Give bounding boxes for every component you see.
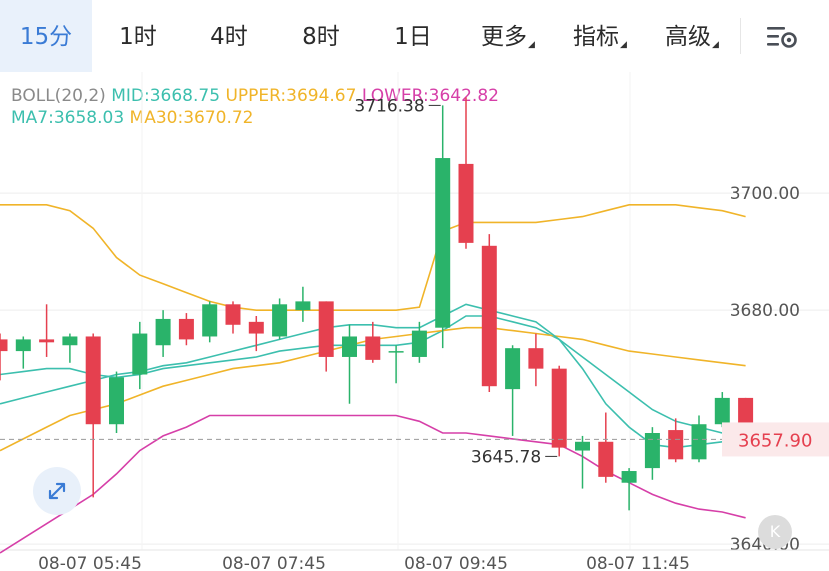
tab-label: 4时: [210, 24, 248, 50]
tab-label: 高级: [665, 24, 711, 50]
candle-body-up: [295, 301, 311, 311]
k-logo-watermark: K: [758, 515, 792, 549]
candle-body-up: [505, 348, 521, 390]
x-tick-label: 08-07 05:45: [38, 554, 142, 571]
timeframe-tab-bar: 15分 1时 4时 8时 1日 更多 ◢ 指标 ◢ 高级 ◢: [0, 0, 829, 72]
candle-body-up: [272, 304, 288, 337]
x-tick-label: 08-07 07:45: [222, 554, 326, 571]
dropdown-triangle-icon: ◢: [712, 40, 719, 50]
current-price-label: 3657.90: [738, 430, 812, 451]
candle-body-down: [551, 368, 567, 448]
ma-legend: MA7:3658.03 MA30:3670.72: [11, 108, 254, 128]
boll-legend: BOLL(20,2) MID:3668.75 UPPER:3694.67 LOW…: [11, 86, 499, 106]
candle-body-up: [62, 336, 78, 346]
x-tick-label: 08-07 09:45: [404, 554, 508, 571]
tab-label: 1时: [119, 24, 157, 50]
tab-label: 15分: [19, 24, 73, 50]
low-price-label: 3645.78: [471, 447, 541, 467]
dropdown-triangle-icon: ◢: [620, 40, 627, 50]
tab-label: 1日: [394, 24, 432, 50]
expand-chart-button[interactable]: [33, 467, 81, 515]
series-line-lower: [0, 414, 746, 554]
tab-advanced[interactable]: 高级 ◢: [648, 0, 728, 72]
x-tick-label: 08-07 11:45: [586, 554, 690, 571]
lower-value: LOWER:3642.82: [361, 86, 499, 106]
tab-4h[interactable]: 4时: [186, 0, 272, 72]
chart-settings-icon[interactable]: [766, 24, 798, 50]
tab-1h[interactable]: 1时: [95, 0, 181, 72]
candle-body-up: [155, 318, 171, 346]
y-tick-label: 3700.00: [730, 184, 800, 204]
candle-body-up: [621, 471, 637, 483]
candle-body-up: [575, 441, 590, 451]
y-tick-label: 3680.00: [730, 301, 800, 321]
tab-1d[interactable]: 1日: [370, 0, 456, 72]
candle-body-down: [598, 441, 614, 477]
candle-body-down: [481, 245, 497, 387]
high-price-label: 3716.38: [354, 96, 424, 116]
tab-label: 8时: [302, 24, 340, 50]
tab-label: 指标: [573, 24, 619, 50]
mid-value: MID:3668.75: [111, 86, 221, 106]
candle-body-up: [411, 330, 427, 357]
candle-body-down: [225, 304, 241, 325]
tab-indicators[interactable]: 指标 ◢: [556, 0, 636, 72]
tab-8h[interactable]: 8时: [278, 0, 364, 72]
ma7-value: MA7:3658.03: [11, 108, 125, 128]
candle-body-down: [85, 336, 101, 425]
candle-body-down: [365, 336, 381, 360]
k-logo-letter: K: [769, 522, 781, 541]
current-price-tag: [722, 422, 829, 457]
ma30-value: MA30:3670.72: [129, 108, 254, 128]
candle-body-up: [15, 339, 31, 352]
series-line-upper: [0, 204, 746, 311]
boll-label: BOLL(20,2): [11, 86, 106, 106]
candle-body-up: [644, 433, 660, 469]
candle-body-down: [318, 301, 334, 357]
candle-body-up: [714, 397, 730, 425]
upper-value: UPPER:3694.67: [225, 86, 357, 106]
candle-body-down: [39, 339, 55, 343]
candle-body-up: [202, 304, 218, 337]
candle-body-up: [435, 158, 451, 328]
tab-15min[interactable]: 15分: [0, 0, 92, 72]
candle-body-down: [248, 321, 264, 334]
candle-body-down: [0, 339, 8, 352]
candlestick-chart[interactable]: 3640.003680.003700.003657.903716.383645.…: [0, 72, 829, 571]
expand-diagonal-arrows-icon: [48, 482, 66, 500]
candle-body-down: [528, 348, 544, 369]
tab-more[interactable]: 更多 ◢: [464, 0, 544, 72]
candle-body-down: [458, 163, 474, 243]
candle-body-up: [388, 351, 404, 353]
candle-body-up: [342, 336, 357, 357]
candle-body-down: [178, 318, 194, 340]
candle-body-up: [109, 377, 124, 425]
tab-divider: [740, 18, 741, 54]
candle-body-up: [691, 424, 707, 460]
dropdown-triangle-icon: ◢: [528, 40, 535, 50]
candle-body-up: [132, 333, 148, 375]
tab-label: 更多: [481, 24, 527, 50]
candle-body-down: [668, 430, 684, 460]
